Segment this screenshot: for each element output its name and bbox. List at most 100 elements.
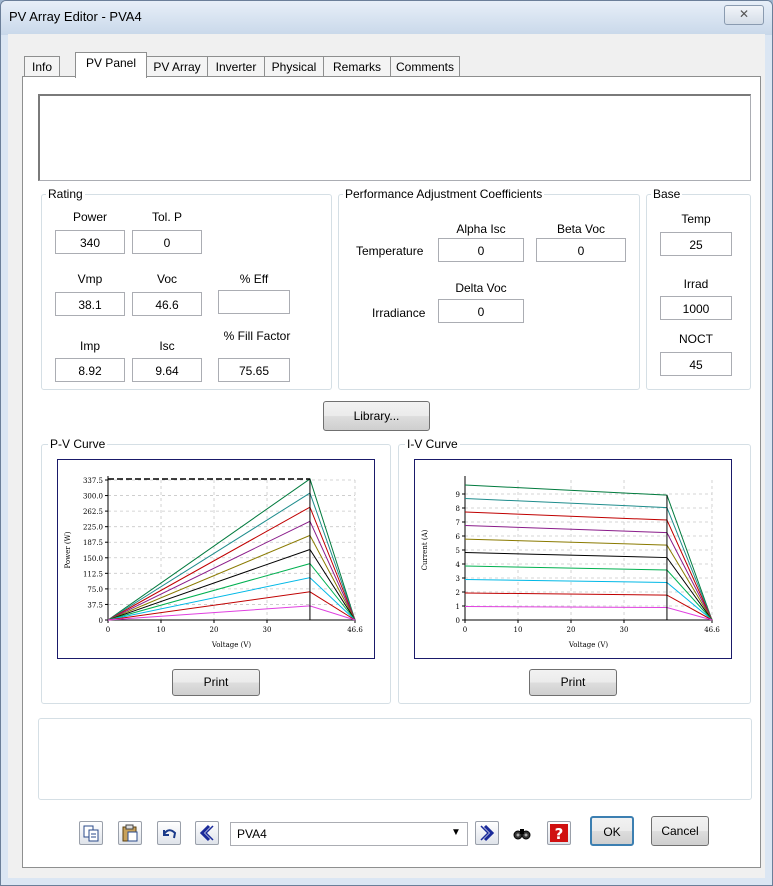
y-tick-label: 3 [456, 575, 460, 583]
y-tick-label: 75.0 [87, 586, 103, 594]
pv-series-line [107, 492, 356, 621]
chevron-down-icon: ▼ [451, 827, 461, 838]
close-button[interactable]: ✕ [724, 5, 764, 25]
svg-text:?: ? [555, 825, 564, 843]
x-tick-label: 10 [514, 626, 523, 634]
rating-group [41, 194, 332, 390]
iv-curve-title: I-V Curve [405, 437, 460, 451]
temperature-label: Temperature [356, 244, 424, 258]
cancel-button[interactable]: Cancel [651, 816, 709, 846]
x-tick-label: 46.6 [704, 626, 720, 634]
previous-button[interactable] [195, 821, 219, 845]
pv-print-button[interactable]: Print [172, 669, 260, 696]
ok-button[interactable]: OK [590, 816, 634, 846]
delta-voc-field[interactable]: 0 [438, 299, 524, 323]
beta-voc-field[interactable]: 0 [536, 238, 626, 262]
x-tick-label: 20 [210, 626, 219, 634]
y-tick-label: 337.5 [83, 477, 103, 485]
paste-button[interactable] [118, 821, 142, 845]
notes-area [38, 718, 752, 800]
noct-label: NOCT [679, 332, 713, 346]
isc-label: Isc [159, 339, 175, 353]
help-button[interactable]: ? [547, 821, 571, 845]
y-axis-label: Current (A) [421, 529, 429, 570]
undo-button[interactable] [157, 821, 181, 845]
voc-label: Voc [156, 272, 177, 286]
x-tick-label: 30 [263, 626, 272, 634]
irradiance-label: Irradiance [372, 306, 426, 320]
window-title: PV Array Editor - PVA4 [9, 9, 142, 24]
pv-curve-group [41, 444, 391, 704]
y-tick-label: 0 [99, 617, 103, 625]
library-button[interactable]: Library... [323, 401, 430, 431]
y-tick-label: 9 [456, 491, 460, 499]
imp-label: Imp [79, 339, 100, 353]
tab-inverter[interactable]: Inverter [207, 56, 265, 77]
iv-curve-group [398, 444, 751, 704]
copy-button[interactable] [79, 821, 103, 845]
array-select[interactable]: PVA4 ▼ [230, 822, 468, 846]
base-temp-field[interactable]: 25 [660, 232, 732, 256]
voc-field[interactable]: 46.6 [132, 292, 202, 316]
tab-info[interactable]: Info [24, 56, 60, 77]
x-tick-label: 30 [620, 626, 629, 634]
eff-label: % Eff [239, 272, 269, 286]
base-irrad-field[interactable]: 1000 [660, 296, 732, 320]
performance-adjustment-title: Performance Adjustment Coefficients [343, 187, 545, 201]
tab-pv-array[interactable]: PV Array [146, 56, 208, 77]
fill-factor-label: % Fill Factor [223, 329, 291, 343]
tab-remarks[interactable]: Remarks [323, 56, 391, 77]
noct-field[interactable]: 45 [660, 352, 732, 376]
power-label: Power [72, 210, 107, 224]
y-tick-label: 7 [456, 519, 460, 527]
irrad-label: Irrad [683, 277, 709, 291]
y-tick-label: 187.5 [83, 539, 103, 547]
panel-description-textarea[interactable] [38, 94, 751, 181]
help-icon: ? [550, 824, 568, 843]
find-icon [513, 829, 531, 840]
pv-curve-title: P-V Curve [48, 437, 108, 451]
previous-icon [199, 824, 214, 842]
isc-field[interactable]: 9.64 [132, 358, 202, 382]
tab-physical[interactable]: Physical [264, 56, 324, 77]
pv-curve-chart: 0 37.5 75.0 112.5 150.0 187.5 225.0 262.5 300.0 3… [64, 476, 363, 649]
tol-p-field[interactable]: 0 [132, 230, 202, 254]
alpha-isc-field[interactable]: 0 [438, 238, 524, 262]
iv-curve-chart: 0 1 2 3 4 5 6 7 8 9 0 10 20 30 46.6 Voltage (V) Current … [421, 476, 720, 649]
x-axis-label: Voltage (V) [568, 641, 608, 649]
pv-series-line [107, 591, 356, 621]
iv-curve-chart-frame: 0 1 2 3 4 5 6 7 8 9 0 10 20 30 46.6 Voltage (V) Current … [414, 459, 732, 659]
x-axis-label: Voltage (V) [211, 641, 251, 649]
y-tick-label: 2 [456, 589, 460, 597]
pv-curve-chart-frame: 0 37.5 75.0 112.5 150.0 187.5 225.0 262.5 300.0 3… [57, 459, 375, 659]
y-tick-label: 37.5 [87, 601, 103, 609]
next-icon [480, 824, 495, 842]
imp-field[interactable]: 8.92 [55, 358, 125, 382]
y-tick-label: 1 [456, 603, 460, 611]
next-button[interactable] [475, 821, 499, 845]
eff-field[interactable] [218, 290, 290, 314]
pv-series-line [107, 605, 356, 621]
temp-label: Temp [681, 212, 711, 226]
copy-icon [83, 825, 99, 842]
rating-group-title: Rating [46, 187, 85, 201]
y-tick-label: 150.0 [83, 555, 103, 563]
base-group-title: Base [651, 187, 683, 201]
array-select-value: PVA4 [237, 827, 267, 841]
y-tick-label: 8 [456, 505, 460, 513]
tab-comments[interactable]: Comments [390, 56, 460, 77]
iv-series-line [464, 484, 713, 621]
power-field[interactable]: 340 [55, 230, 125, 254]
fill-factor-field[interactable]: 75.65 [218, 358, 290, 382]
iv-print-button[interactable]: Print [529, 669, 617, 696]
find-button[interactable] [510, 821, 534, 845]
delta-voc-label: Delta Voc [455, 281, 507, 295]
y-tick-label: 6 [456, 533, 461, 541]
y-tick-label: 4 [456, 561, 461, 569]
y-axis-label: Power (W) [64, 531, 72, 568]
tol-p-label: Tol. P [151, 210, 182, 224]
vmp-field[interactable]: 38.1 [55, 292, 125, 316]
tab-pv-panel[interactable]: PV Panel [75, 52, 147, 78]
x-tick-label: 0 [463, 626, 467, 634]
y-tick-label: 5 [456, 547, 460, 555]
